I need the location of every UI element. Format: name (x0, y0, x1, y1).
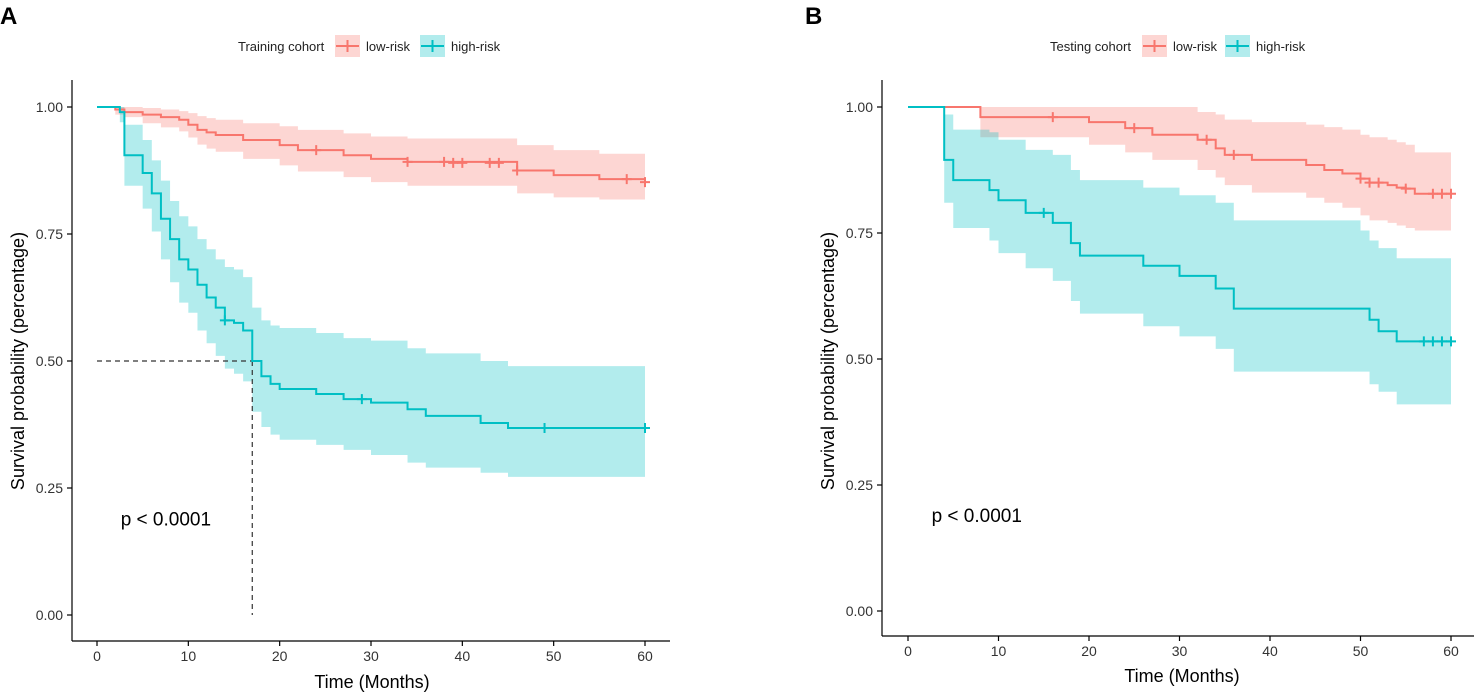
censor-mark-high-risk-b (1427, 336, 1438, 347)
survival-curve-low-risk-b (908, 106, 1451, 195)
x-tick-label-a: 30 (363, 648, 379, 664)
censor-mark-low-risk-b (1446, 188, 1456, 199)
censor-mark-high-risk-a (356, 394, 367, 405)
censor-mark-low-risk-a (457, 157, 468, 168)
censor-mark-high-risk-b (1418, 336, 1429, 347)
x-tick-label-a: 40 (455, 648, 471, 664)
plot-area-b (908, 106, 1456, 405)
ci-band-low-risk-b (908, 107, 1451, 231)
p-value-b: p < 0.0001 (932, 506, 1022, 527)
x-tick-label-b: 20 (1081, 643, 1097, 659)
censor-mark-low-risk-a (402, 156, 413, 167)
legend-label-low-risk-a: low-risk (366, 39, 411, 54)
x-axis-title-b: Time (Months) (1124, 666, 1239, 686)
panel-label-a: A (0, 3, 17, 30)
survival-curve-high-risk-a (97, 106, 645, 430)
panel-b: B Testing cohort low-risk high-risk 0 10 2… (805, 3, 1474, 686)
censor-mark-low-risk-a (640, 177, 650, 188)
censor-mark-high-risk-b (1436, 336, 1447, 347)
y-tick-label-a: 1.00 (36, 99, 63, 115)
x-tick-label-b: 10 (991, 643, 1007, 659)
censor-mark-low-risk-a (621, 174, 632, 185)
censor-mark-low-risk-a (512, 165, 523, 176)
axis-ticks-b: 0 10 20 30 40 50 60 0.00 0.25 0.50 0.75 1.00 (846, 99, 1459, 659)
y-tick-label-a: 0.00 (36, 607, 63, 623)
censor-mark-low-risk-b (1373, 177, 1384, 188)
x-tick-label-b: 60 (1443, 643, 1459, 659)
y-tick-label-a: 0.75 (36, 226, 63, 242)
censor-mark-high-risk-b (1446, 336, 1456, 347)
legend-label-low-risk-b: low-risk (1173, 39, 1218, 54)
ci-band-high-risk-b (908, 107, 1451, 405)
x-axis-title-a: Time (Months) (314, 672, 429, 692)
panel-label-b: B (805, 3, 822, 30)
survival-curve-high-risk-b (908, 106, 1451, 343)
censor-mark-low-risk-b (1400, 183, 1411, 194)
censor-mark-low-risk-b (1047, 112, 1058, 123)
y-axis-title-a: Survival probability (percentage) (8, 232, 28, 490)
legend-label-high-risk-b: high-risk (1256, 39, 1306, 54)
censor-mark-low-risk-b (1427, 188, 1438, 199)
censor-mark-low-risk-b (1201, 134, 1212, 145)
y-tick-label-b: 1.00 (846, 99, 873, 115)
legend-label-high-risk-a: high-risk (451, 39, 501, 54)
y-tick-label-b: 0.00 (846, 603, 873, 619)
legend-title-a: Training cohort (238, 39, 325, 54)
censor-mark-low-risk-a (484, 157, 495, 168)
censor-mark-high-risk-a (640, 423, 650, 434)
y-tick-label-b: 0.50 (846, 351, 873, 367)
y-tick-label-b: 0.75 (846, 225, 873, 241)
panel-a: A Training cohort low-risk high-risk 0 10… (0, 3, 670, 692)
x-tick-label-b: 50 (1353, 643, 1369, 659)
x-tick-label-a: 20 (272, 648, 288, 664)
y-tick-label-a: 0.50 (36, 353, 63, 369)
axis-ticks-a: 0 10 20 30 40 50 60 0.00 0.25 0.50 0.75 1.00 (36, 99, 653, 664)
x-tick-label-b: 30 (1172, 643, 1188, 659)
censor-mark-high-risk-a (539, 423, 550, 434)
censor-mark-low-risk-a (439, 156, 450, 167)
x-tick-label-b: 0 (904, 643, 912, 659)
plot-area-a (97, 106, 650, 615)
censor-mark-low-risk-a (311, 145, 322, 156)
p-value-a: p < 0.0001 (121, 509, 211, 530)
y-tick-label-b: 0.25 (846, 477, 873, 493)
x-tick-label-a: 10 (181, 648, 197, 664)
censor-mark-high-risk-b (1038, 207, 1049, 218)
y-axis-title-b: Survival probability (percentage) (818, 232, 838, 490)
x-tick-label-a: 0 (93, 648, 101, 664)
x-tick-label-b: 40 (1262, 643, 1278, 659)
legend-a: Training cohort low-risk high-risk (238, 35, 501, 57)
censor-mark-low-risk-b (1364, 177, 1375, 188)
ci-band-high-risk-a (97, 107, 645, 477)
legend-title-b: Testing cohort (1050, 39, 1131, 54)
x-tick-label-a: 60 (637, 648, 653, 664)
y-tick-label-a: 0.25 (36, 480, 63, 496)
x-tick-label-a: 50 (546, 648, 562, 664)
censor-mark-low-risk-b (1129, 123, 1140, 134)
censor-mark-high-risk-a (219, 315, 230, 326)
legend-b: Testing cohort low-risk high-risk (1050, 35, 1306, 57)
censor-mark-low-risk-b (1436, 188, 1447, 199)
censor-mark-low-risk-a (448, 157, 459, 168)
censor-mark-low-risk-b (1355, 173, 1366, 184)
censor-mark-low-risk-b (1228, 149, 1239, 160)
censor-mark-low-risk-a (493, 157, 504, 168)
